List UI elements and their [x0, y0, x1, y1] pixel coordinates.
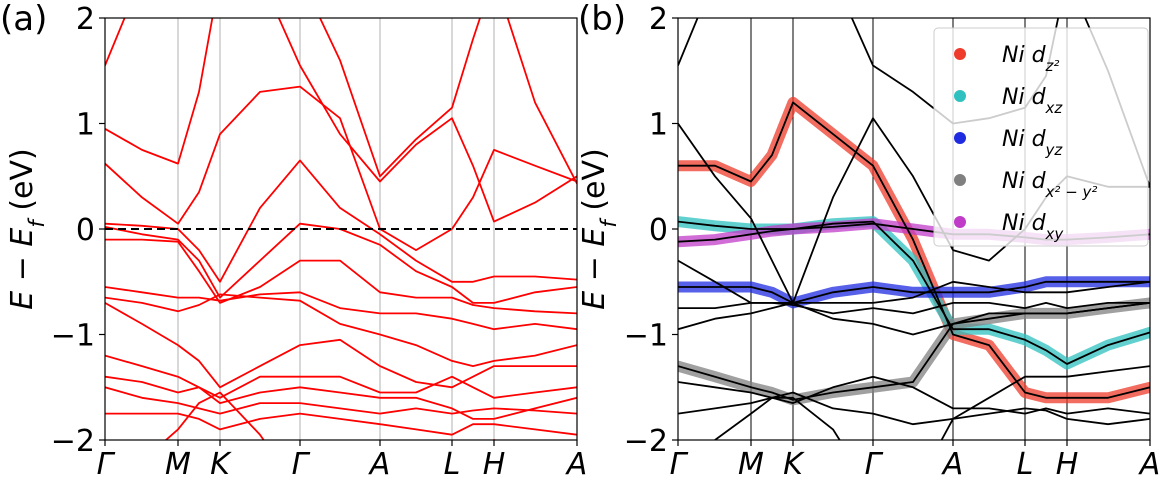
y-tick-label: −2 [624, 424, 668, 459]
y-tick-label: −1 [51, 319, 95, 354]
legend-name: Ni d [1002, 127, 1047, 152]
legend-name: Ni d [1002, 169, 1047, 194]
band [105, 18, 577, 223]
band [678, 18, 1150, 188]
legend-name: Ni d [1002, 85, 1047, 110]
panel-label: (a) [0, 0, 47, 39]
x-tick-label: Γ [292, 447, 311, 482]
legend-sub: yz [1045, 141, 1064, 159]
band [105, 354, 577, 399]
band [105, 302, 577, 389]
y-tick-label: −1 [624, 319, 668, 354]
band [678, 375, 1150, 415]
band [105, 18, 577, 185]
legend-marker [954, 216, 966, 228]
legend-label: Ni dyz [1002, 127, 1063, 159]
x-tick-label: A [941, 447, 964, 482]
band [678, 391, 1150, 426]
legend-sub: x² − y² [1045, 183, 1098, 201]
band [105, 238, 577, 315]
legend-sub: z² [1045, 57, 1060, 75]
x-tick-label: Γ [97, 447, 116, 482]
legend-box [933, 27, 1149, 247]
band [105, 85, 577, 251]
legend-marker [954, 48, 966, 60]
plot-frame [677, 17, 1151, 441]
plot-area [678, 18, 1150, 440]
y-tick-label: −2 [51, 424, 95, 459]
x-tick-label: K [210, 447, 232, 482]
band [678, 302, 1150, 315]
legend-label: Ni dxz [1002, 85, 1063, 117]
y-label-unit: (eV) [5, 148, 40, 220]
panel: (a) E − Ef (eV) Γ M K Γ A L H A −2 −1 0 1 2 [0, 0, 588, 482]
orbital-band [678, 297, 1150, 406]
x-tick-label: Γ [865, 447, 884, 482]
band [678, 280, 1150, 304]
x-tick-label: M [165, 447, 191, 482]
x-tick-label: M [738, 447, 764, 482]
y-label-main: E − E [577, 228, 612, 310]
x-tick-label: L [444, 447, 461, 482]
y-label-main: E − E [5, 228, 40, 310]
x-tick-label: Γ [670, 447, 689, 482]
y-axis-label: E − Ef (eV) [5, 148, 49, 309]
y-tick-label: 2 [649, 2, 668, 37]
band [105, 222, 577, 304]
band [678, 302, 1150, 401]
band [713, 365, 1150, 440]
x-tick-label: K [783, 447, 805, 482]
band [105, 159, 577, 283]
y-label-unit: (eV) [577, 148, 612, 220]
x-tick-label: A [565, 447, 588, 482]
band [105, 412, 577, 436]
legend-label: Ni dz² [1002, 43, 1059, 75]
y-tick-label: 1 [76, 108, 95, 143]
x-tick-label: A [368, 447, 391, 482]
legend-sub: xz [1045, 99, 1064, 117]
y-axis-label: E − Ef (eV) [577, 148, 621, 309]
plot-frame [104, 17, 578, 441]
band [105, 375, 577, 420]
x-tick-label: A [1138, 447, 1161, 482]
legend-marker [954, 174, 966, 186]
band [105, 286, 577, 331]
legend-sub: xy [1045, 225, 1065, 243]
y-label-sub: f [597, 217, 621, 228]
x-tick-label: L [1017, 447, 1034, 482]
band [105, 293, 577, 367]
legend-marker [954, 90, 966, 102]
legend-name: Ni d [1002, 43, 1047, 68]
legend-marker [954, 132, 966, 144]
band [105, 386, 577, 415]
band [678, 220, 1150, 365]
x-tick-label: H [483, 447, 506, 482]
legend-label: Ni dxy [1002, 211, 1064, 243]
x-tick-label: H [1056, 447, 1079, 482]
band [678, 101, 1150, 399]
y-tick-label: 0 [649, 213, 668, 248]
y-tick-label: 1 [649, 108, 668, 143]
y-tick-label: 0 [76, 213, 95, 248]
legend-label: Ni dx² − y² [1002, 169, 1097, 201]
plot-area [105, 18, 577, 440]
legend-name: Ni d [1002, 211, 1047, 236]
panel-label: (b) [578, 0, 626, 39]
band [164, 391, 498, 440]
y-label-sub: f [25, 217, 49, 228]
y-tick-label: 2 [76, 2, 95, 37]
